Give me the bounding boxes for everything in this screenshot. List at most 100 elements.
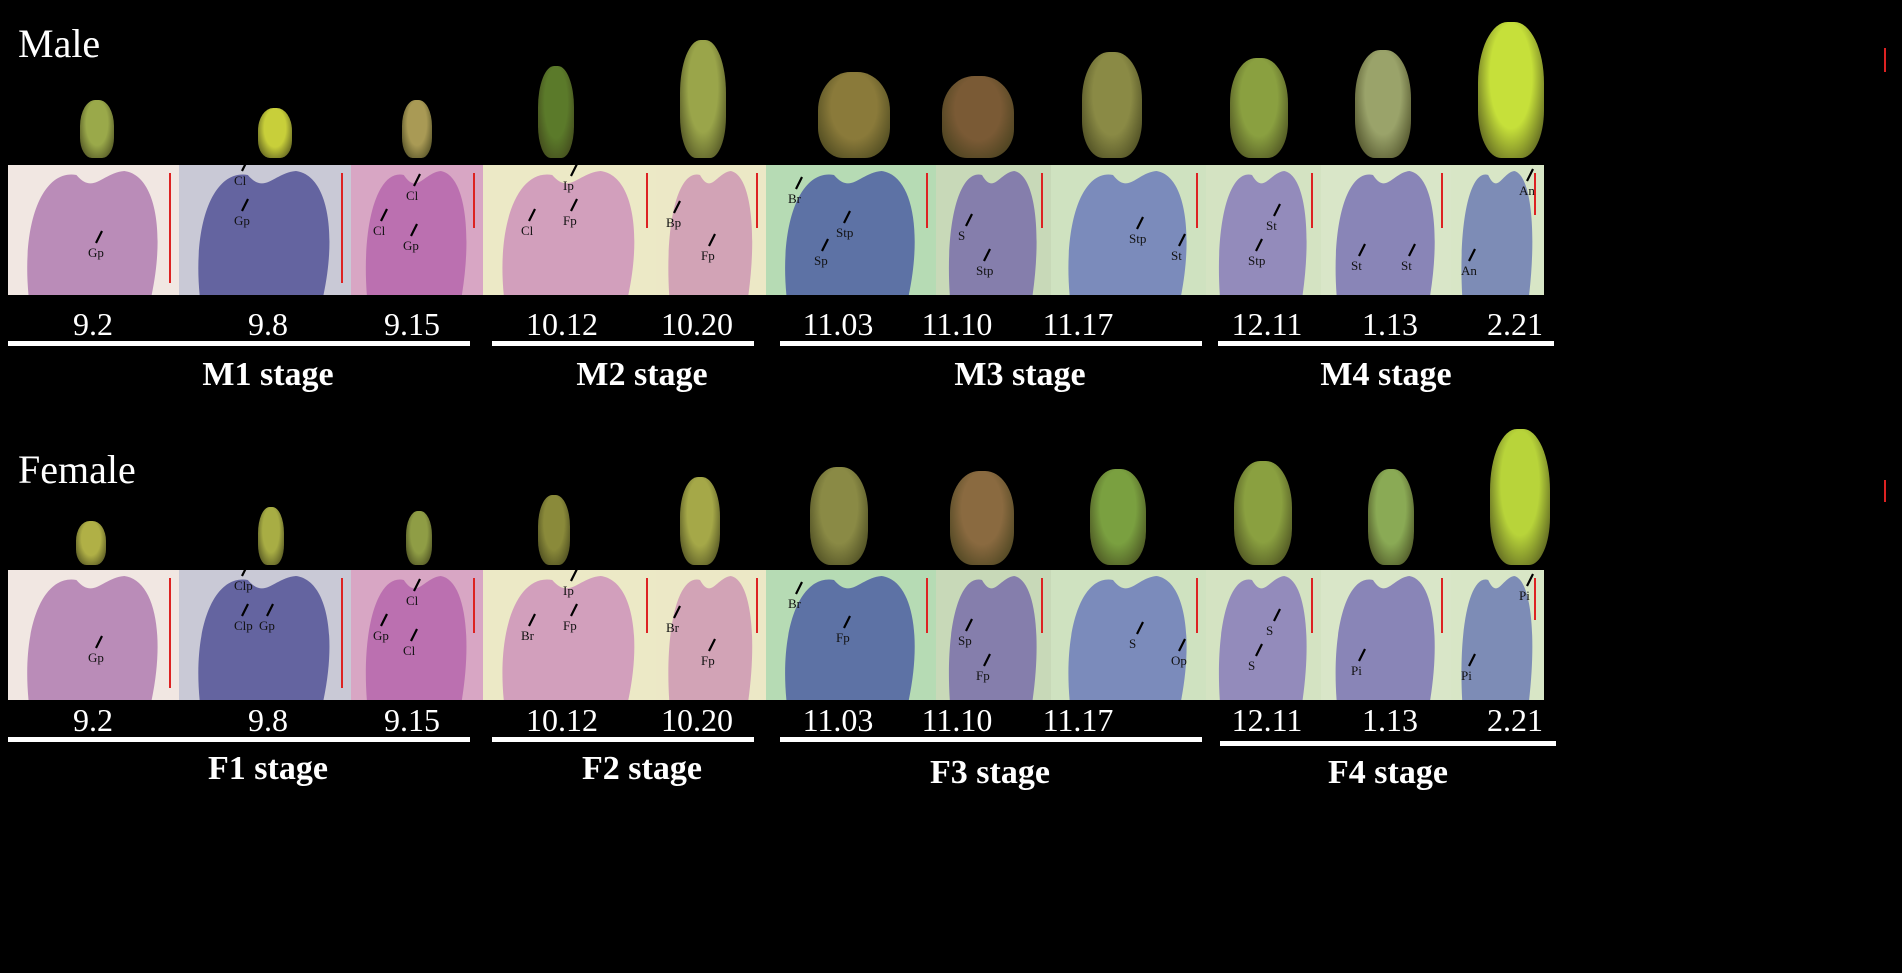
arrow-icon	[673, 200, 681, 214]
female-section-panel-3: Cl Gp Cl	[351, 570, 483, 700]
structure-label: Fp	[836, 615, 851, 645]
arrow-icon	[795, 176, 803, 190]
f3-stage-line	[780, 737, 1202, 742]
section-scale-bar	[473, 578, 475, 633]
male-bud-photos	[0, 22, 1902, 158]
arrow-icon	[380, 208, 388, 222]
structure-label: Ip	[563, 165, 578, 193]
male-bud-2	[258, 108, 292, 158]
female-bud-10	[1368, 469, 1414, 565]
structure-label-text: Fp	[701, 248, 715, 263]
structure-label-text: Clp	[234, 578, 253, 593]
structure-label: Fp	[701, 638, 716, 668]
structure-label: Gp	[88, 230, 104, 260]
female-section-panel-7: Sp Fp	[936, 570, 1051, 700]
male-section-panel-11: An An	[1451, 165, 1544, 295]
structure-label: Stp	[1248, 238, 1265, 268]
arrow-icon	[673, 605, 681, 619]
arrow-icon	[241, 165, 247, 172]
structure-label-text: S	[1248, 658, 1255, 673]
structure-label: S	[1248, 643, 1263, 673]
structure-label-text: Cl	[234, 173, 247, 188]
female-bud-2	[258, 507, 284, 565]
structure-label: Gp	[259, 603, 275, 633]
structure-label-text: Fp	[836, 630, 850, 645]
section-scale-bar	[341, 578, 343, 688]
arrow-icon	[413, 578, 421, 592]
female-section-photos: Gp Clp Clp Gp Cl Gp Cl Ip Br Fp Br Fp Br Fp Sp Fp S Op S S P…	[8, 570, 1894, 700]
male-bud-8	[1082, 52, 1142, 158]
section-scale-bar	[169, 173, 171, 283]
structure-label-text: Pi	[1351, 663, 1362, 678]
male-title: Male	[18, 21, 101, 66]
male-section-panel-3: Cl Cl Gp	[351, 165, 483, 295]
male-date-label: 1.13	[1362, 306, 1418, 342]
female-bud-1	[76, 521, 106, 565]
arrow-icon	[983, 653, 991, 667]
female-section-panel-5: Br Fp	[656, 570, 766, 700]
male-bud-9	[1230, 58, 1288, 158]
structure-label-text: An	[1519, 183, 1535, 198]
tissue-section-shape	[502, 171, 635, 295]
arrow-icon	[410, 223, 418, 237]
tissue-section-shape	[1218, 171, 1307, 295]
structure-label: Pi	[1351, 648, 1366, 678]
arrow-icon	[241, 603, 249, 617]
arrow-icon	[241, 198, 249, 212]
female-photo-scale-bar	[1884, 480, 1886, 502]
tissue-section-shape	[1068, 171, 1187, 295]
structure-label-text: Stp	[836, 225, 853, 240]
tissue-section-shape	[27, 576, 158, 700]
arrow-icon	[1273, 608, 1281, 622]
arrow-icon	[1255, 238, 1263, 252]
m4-stage-line	[1218, 341, 1554, 346]
structure-label-text: Ip	[563, 178, 574, 193]
tissue-section-shape	[785, 576, 915, 700]
male-section-photos: Gp Cl Gp Cl Cl Gp Ip Cl Fp Bp Fp Br Stp Sp S Stp Stp St St…	[8, 165, 1894, 295]
structure-label: Br	[521, 613, 536, 643]
tissue-section-shape	[27, 171, 158, 295]
female-bud-5	[680, 477, 720, 565]
male-date-label: 11.10	[921, 306, 993, 342]
male-date-label: 9.15	[384, 306, 440, 342]
female-date-label: 11.17	[1042, 702, 1114, 738]
structure-label: St	[1171, 233, 1186, 263]
female-date-label: 9.15	[384, 702, 440, 738]
f4-stage-line	[1220, 741, 1556, 746]
m3-stage-line	[780, 341, 1202, 346]
structure-label: St	[1401, 243, 1416, 273]
female-date-label: 9.8	[248, 702, 288, 738]
arrow-icon	[570, 603, 578, 617]
female-bud-11	[1490, 429, 1550, 565]
structure-label-text: Gp	[403, 238, 419, 253]
male-bud-11	[1478, 22, 1544, 158]
tissue-section-shape	[785, 171, 915, 295]
structure-label: Cl	[234, 165, 247, 188]
female-date-label: 10.20	[661, 702, 733, 738]
arrow-icon	[570, 165, 578, 177]
arrow-icon	[1273, 203, 1281, 217]
structure-label-text: Fp	[701, 653, 715, 668]
section-scale-bar	[1441, 578, 1443, 633]
structure-label: Fp	[701, 233, 716, 263]
section-scale-bar	[756, 578, 758, 633]
arrow-icon	[708, 233, 716, 247]
arrow-icon	[241, 570, 247, 577]
tissue-section-shape	[1461, 171, 1533, 295]
section-scale-bar	[1311, 173, 1313, 228]
arrow-icon	[795, 581, 803, 595]
structure-label-text: Br	[666, 620, 680, 635]
structure-label: Gp	[403, 223, 419, 253]
arrow-icon	[528, 613, 536, 627]
section-scale-bar	[1534, 173, 1536, 215]
male-section-panel-1: Gp	[8, 165, 179, 295]
structure-label: Cl	[521, 208, 536, 238]
female-bud-4	[538, 495, 570, 565]
section-scale-bar	[1534, 578, 1536, 620]
structure-label-text: Ip	[563, 583, 574, 598]
section-scale-bar	[1196, 173, 1198, 228]
arrow-icon	[708, 638, 716, 652]
structure-label: S	[1129, 621, 1144, 651]
female-date-label: 9.2	[73, 702, 113, 738]
